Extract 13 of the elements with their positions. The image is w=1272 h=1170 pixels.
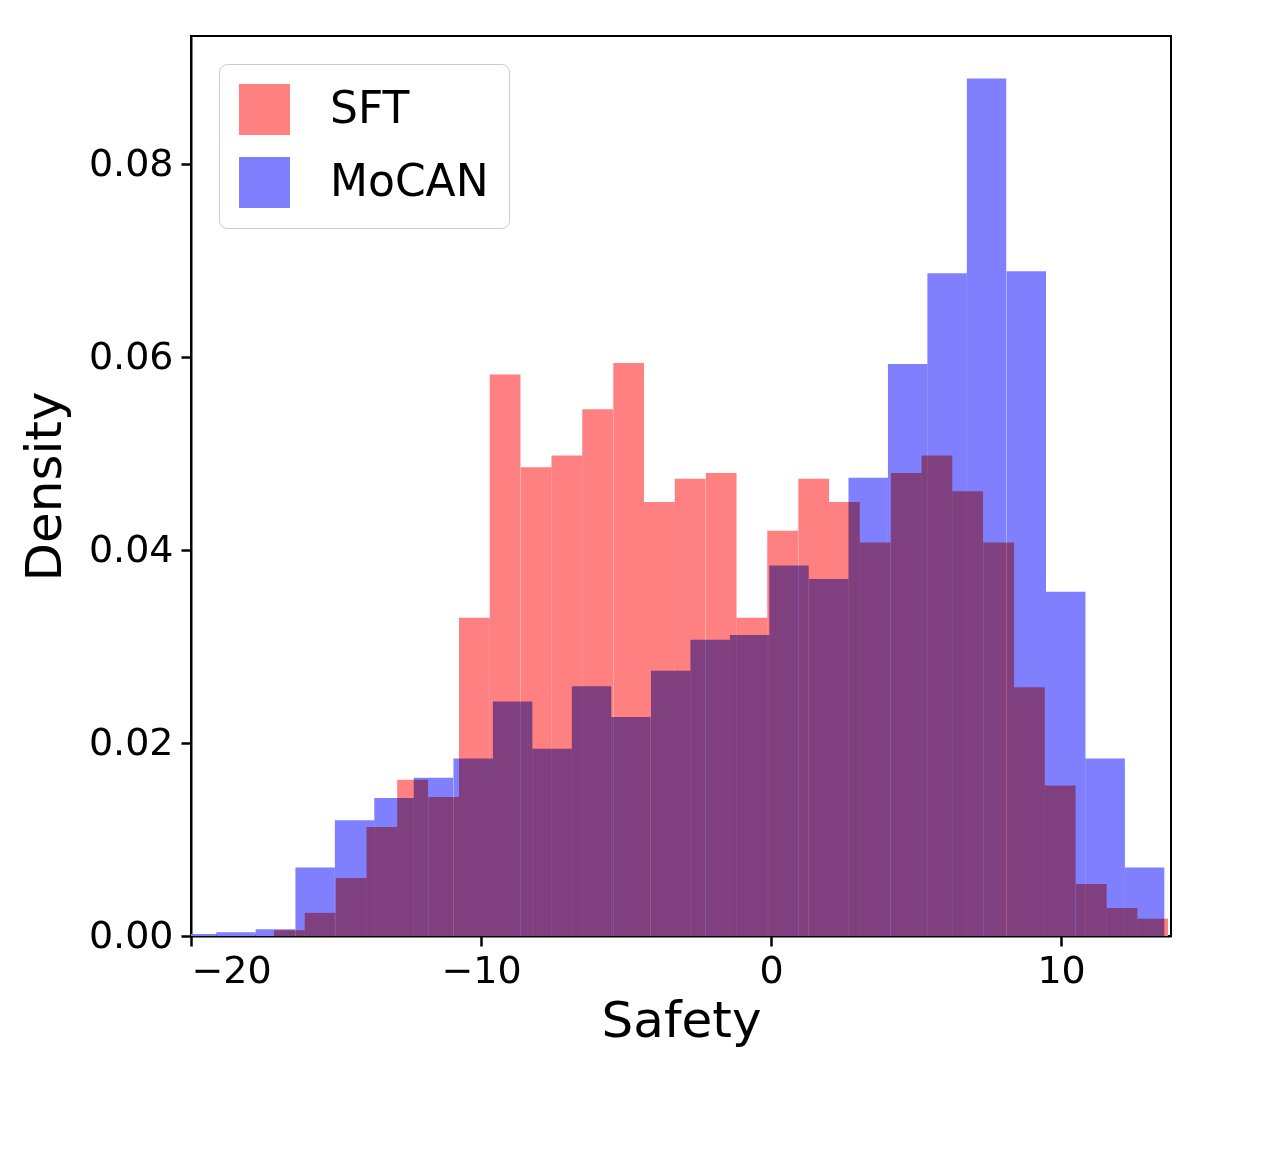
x-tick-label: 10 xyxy=(1037,947,1086,992)
x-tick-label: 0 xyxy=(759,947,784,992)
y-tick-label: 0.04 xyxy=(88,526,174,571)
legend-label: MoCAN xyxy=(330,154,489,206)
y-tick-label: 0.06 xyxy=(88,333,174,378)
y-axis-title: Density xyxy=(14,391,73,582)
x-tick-label: −10 xyxy=(441,947,522,992)
y-tick-label: 0.08 xyxy=(88,140,174,185)
y-tick-label: 0.02 xyxy=(88,719,174,764)
x-axis-title: Safety xyxy=(601,990,762,1049)
y-tick-label: 0.00 xyxy=(88,912,174,957)
legend-label: SFT xyxy=(330,81,410,133)
x-tick-label: −20 xyxy=(191,947,272,992)
